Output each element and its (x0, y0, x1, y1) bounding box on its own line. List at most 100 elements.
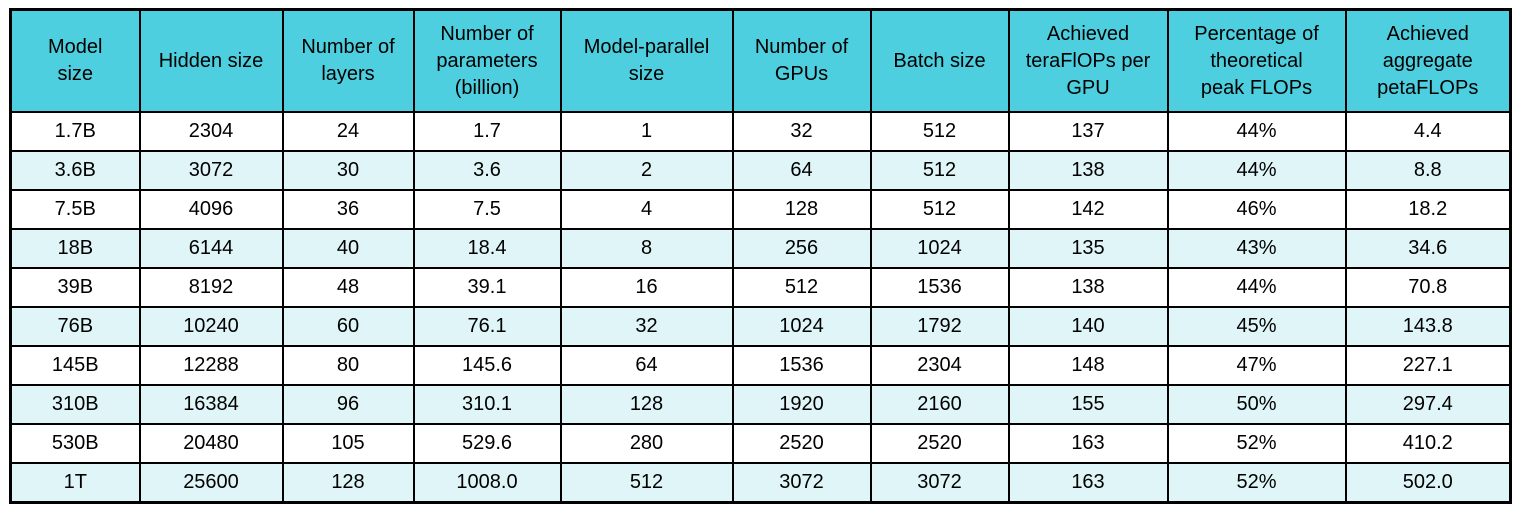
table-row: 310B 16384 96 310.1 128 1920 2160 155 50% 297.4 (9, 384, 1512, 425)
table-cell: 18B (9, 228, 141, 269)
table-cell: 1T (9, 462, 141, 504)
table-row: 145B 12288 80 145.6 64 1536 2304 148 47% 227.1 (9, 345, 1512, 386)
table-row: 7.5B 4096 36 7.5 4 128 512 142 46% 18.2 (9, 189, 1512, 230)
table-cell: 50% (1166, 384, 1347, 425)
table-cell: 128 (731, 189, 872, 230)
column-header-number-of-parameters: Number of parameters (billion) (412, 8, 562, 113)
table-cell: 46% (1166, 189, 1347, 230)
table-cell: 4096 (138, 189, 284, 230)
table-cell: 20480 (138, 423, 284, 464)
column-header-achieved-teraflops-per-gpu: Achieved teraFlOPs per GPU (1007, 8, 1169, 113)
table-cell: 44% (1166, 150, 1347, 191)
table-cell: 7.5B (9, 189, 141, 230)
table-cell: 137 (1007, 111, 1169, 152)
table-cell: 3.6B (9, 150, 141, 191)
table-cell: 1008.0 (412, 462, 562, 504)
table-cell: 2160 (869, 384, 1010, 425)
table-cell: 10240 (138, 306, 284, 347)
column-header-number-of-layers: Number of layers (281, 8, 415, 113)
table-cell: 52% (1166, 423, 1347, 464)
table-cell: 1024 (869, 228, 1010, 269)
table-cell: 32 (559, 306, 734, 347)
table-cell: 18.4 (412, 228, 562, 269)
table-cell: 530B (9, 423, 141, 464)
table-cell: 30 (281, 150, 415, 191)
table-cell: 24 (281, 111, 415, 152)
table-cell: 47% (1166, 345, 1347, 386)
table-cell: 1792 (869, 306, 1010, 347)
table-cell: 128 (559, 384, 734, 425)
table-cell: 12288 (138, 345, 284, 386)
table-cell: 8.8 (1344, 150, 1512, 191)
model-scaling-table: Model size Hidden size Number of layers … (9, 8, 1512, 504)
table-container: Model size Hidden size Number of layers … (9, 8, 1512, 504)
header-row: Model size Hidden size Number of layers … (9, 8, 1512, 113)
table-cell: 7.5 (412, 189, 562, 230)
table-cell: 2 (559, 150, 734, 191)
table-cell: 8192 (138, 267, 284, 308)
table-cell: 138 (1007, 150, 1169, 191)
table-cell: 310B (9, 384, 141, 425)
table-cell: 1 (559, 111, 734, 152)
table-cell: 1920 (731, 384, 872, 425)
table-cell: 36 (281, 189, 415, 230)
column-header-achieved-aggregate-petaflops: Achieved aggregate petaFLOPs (1344, 8, 1512, 113)
table-cell: 163 (1007, 423, 1169, 464)
table-cell: 2304 (138, 111, 284, 152)
table-cell: 48 (281, 267, 415, 308)
table-cell: 138 (1007, 267, 1169, 308)
table-cell: 3072 (731, 462, 872, 504)
table-cell: 45% (1166, 306, 1347, 347)
table-cell: 18.2 (1344, 189, 1512, 230)
table-cell: 39B (9, 267, 141, 308)
column-header-batch-size: Batch size (869, 8, 1010, 113)
table-cell: 148 (1007, 345, 1169, 386)
table-cell: 512 (731, 267, 872, 308)
table-cell: 529.6 (412, 423, 562, 464)
table-cell: 76.1 (412, 306, 562, 347)
table-cell: 4 (559, 189, 734, 230)
table-cell: 96 (281, 384, 415, 425)
table-cell: 145.6 (412, 345, 562, 386)
table-row: 530B 20480 105 529.6 280 2520 2520 163 52% 410.2 (9, 423, 1512, 464)
column-header-model-parallel-size: Model-parallel size (559, 8, 734, 113)
table-row: 3.6B 3072 30 3.6 2 64 512 138 44% 8.8 (9, 150, 1512, 191)
table-cell: 16 (559, 267, 734, 308)
table-cell: 2520 (869, 423, 1010, 464)
table-cell: 44% (1166, 267, 1347, 308)
table-cell: 3072 (869, 462, 1010, 504)
table-row: 1.7B 2304 24 1.7 1 32 512 137 44% 4.4 (9, 111, 1512, 152)
table-header: Model size Hidden size Number of layers … (9, 8, 1512, 113)
table-cell: 256 (731, 228, 872, 269)
table-cell: 142 (1007, 189, 1169, 230)
table-cell: 1536 (731, 345, 872, 386)
table-cell: 34.6 (1344, 228, 1512, 269)
table-cell: 43% (1166, 228, 1347, 269)
table-cell: 16384 (138, 384, 284, 425)
table-cell: 512 (869, 111, 1010, 152)
table-cell: 297.4 (1344, 384, 1512, 425)
table-cell: 76B (9, 306, 141, 347)
table-body: 1.7B 2304 24 1.7 1 32 512 137 44% 4.4 3.6B 3072 30 3.… (9, 111, 1512, 504)
table-cell: 155 (1007, 384, 1169, 425)
table-row: 39B 8192 48 39.1 16 512 1536 138 44% 70.8 (9, 267, 1512, 308)
table-row: 1T 25600 128 1008.0 512 3072 3072 163 52% 502.0 (9, 462, 1512, 504)
table-cell: 145B (9, 345, 141, 386)
table-cell: 1536 (869, 267, 1010, 308)
table-cell: 2520 (731, 423, 872, 464)
table-cell: 8 (559, 228, 734, 269)
table-cell: 1.7 (412, 111, 562, 152)
table-cell: 64 (559, 345, 734, 386)
table-cell: 64 (731, 150, 872, 191)
table-cell: 502.0 (1344, 462, 1512, 504)
table-cell: 60 (281, 306, 415, 347)
table-cell: 512 (559, 462, 734, 504)
table-cell: 3072 (138, 150, 284, 191)
column-header-model-size: Model size (9, 8, 141, 113)
table-cell: 1024 (731, 306, 872, 347)
table-cell: 52% (1166, 462, 1347, 504)
table-cell: 1.7B (9, 111, 141, 152)
table-cell: 2304 (869, 345, 1010, 386)
table-cell: 280 (559, 423, 734, 464)
table-cell: 227.1 (1344, 345, 1512, 386)
